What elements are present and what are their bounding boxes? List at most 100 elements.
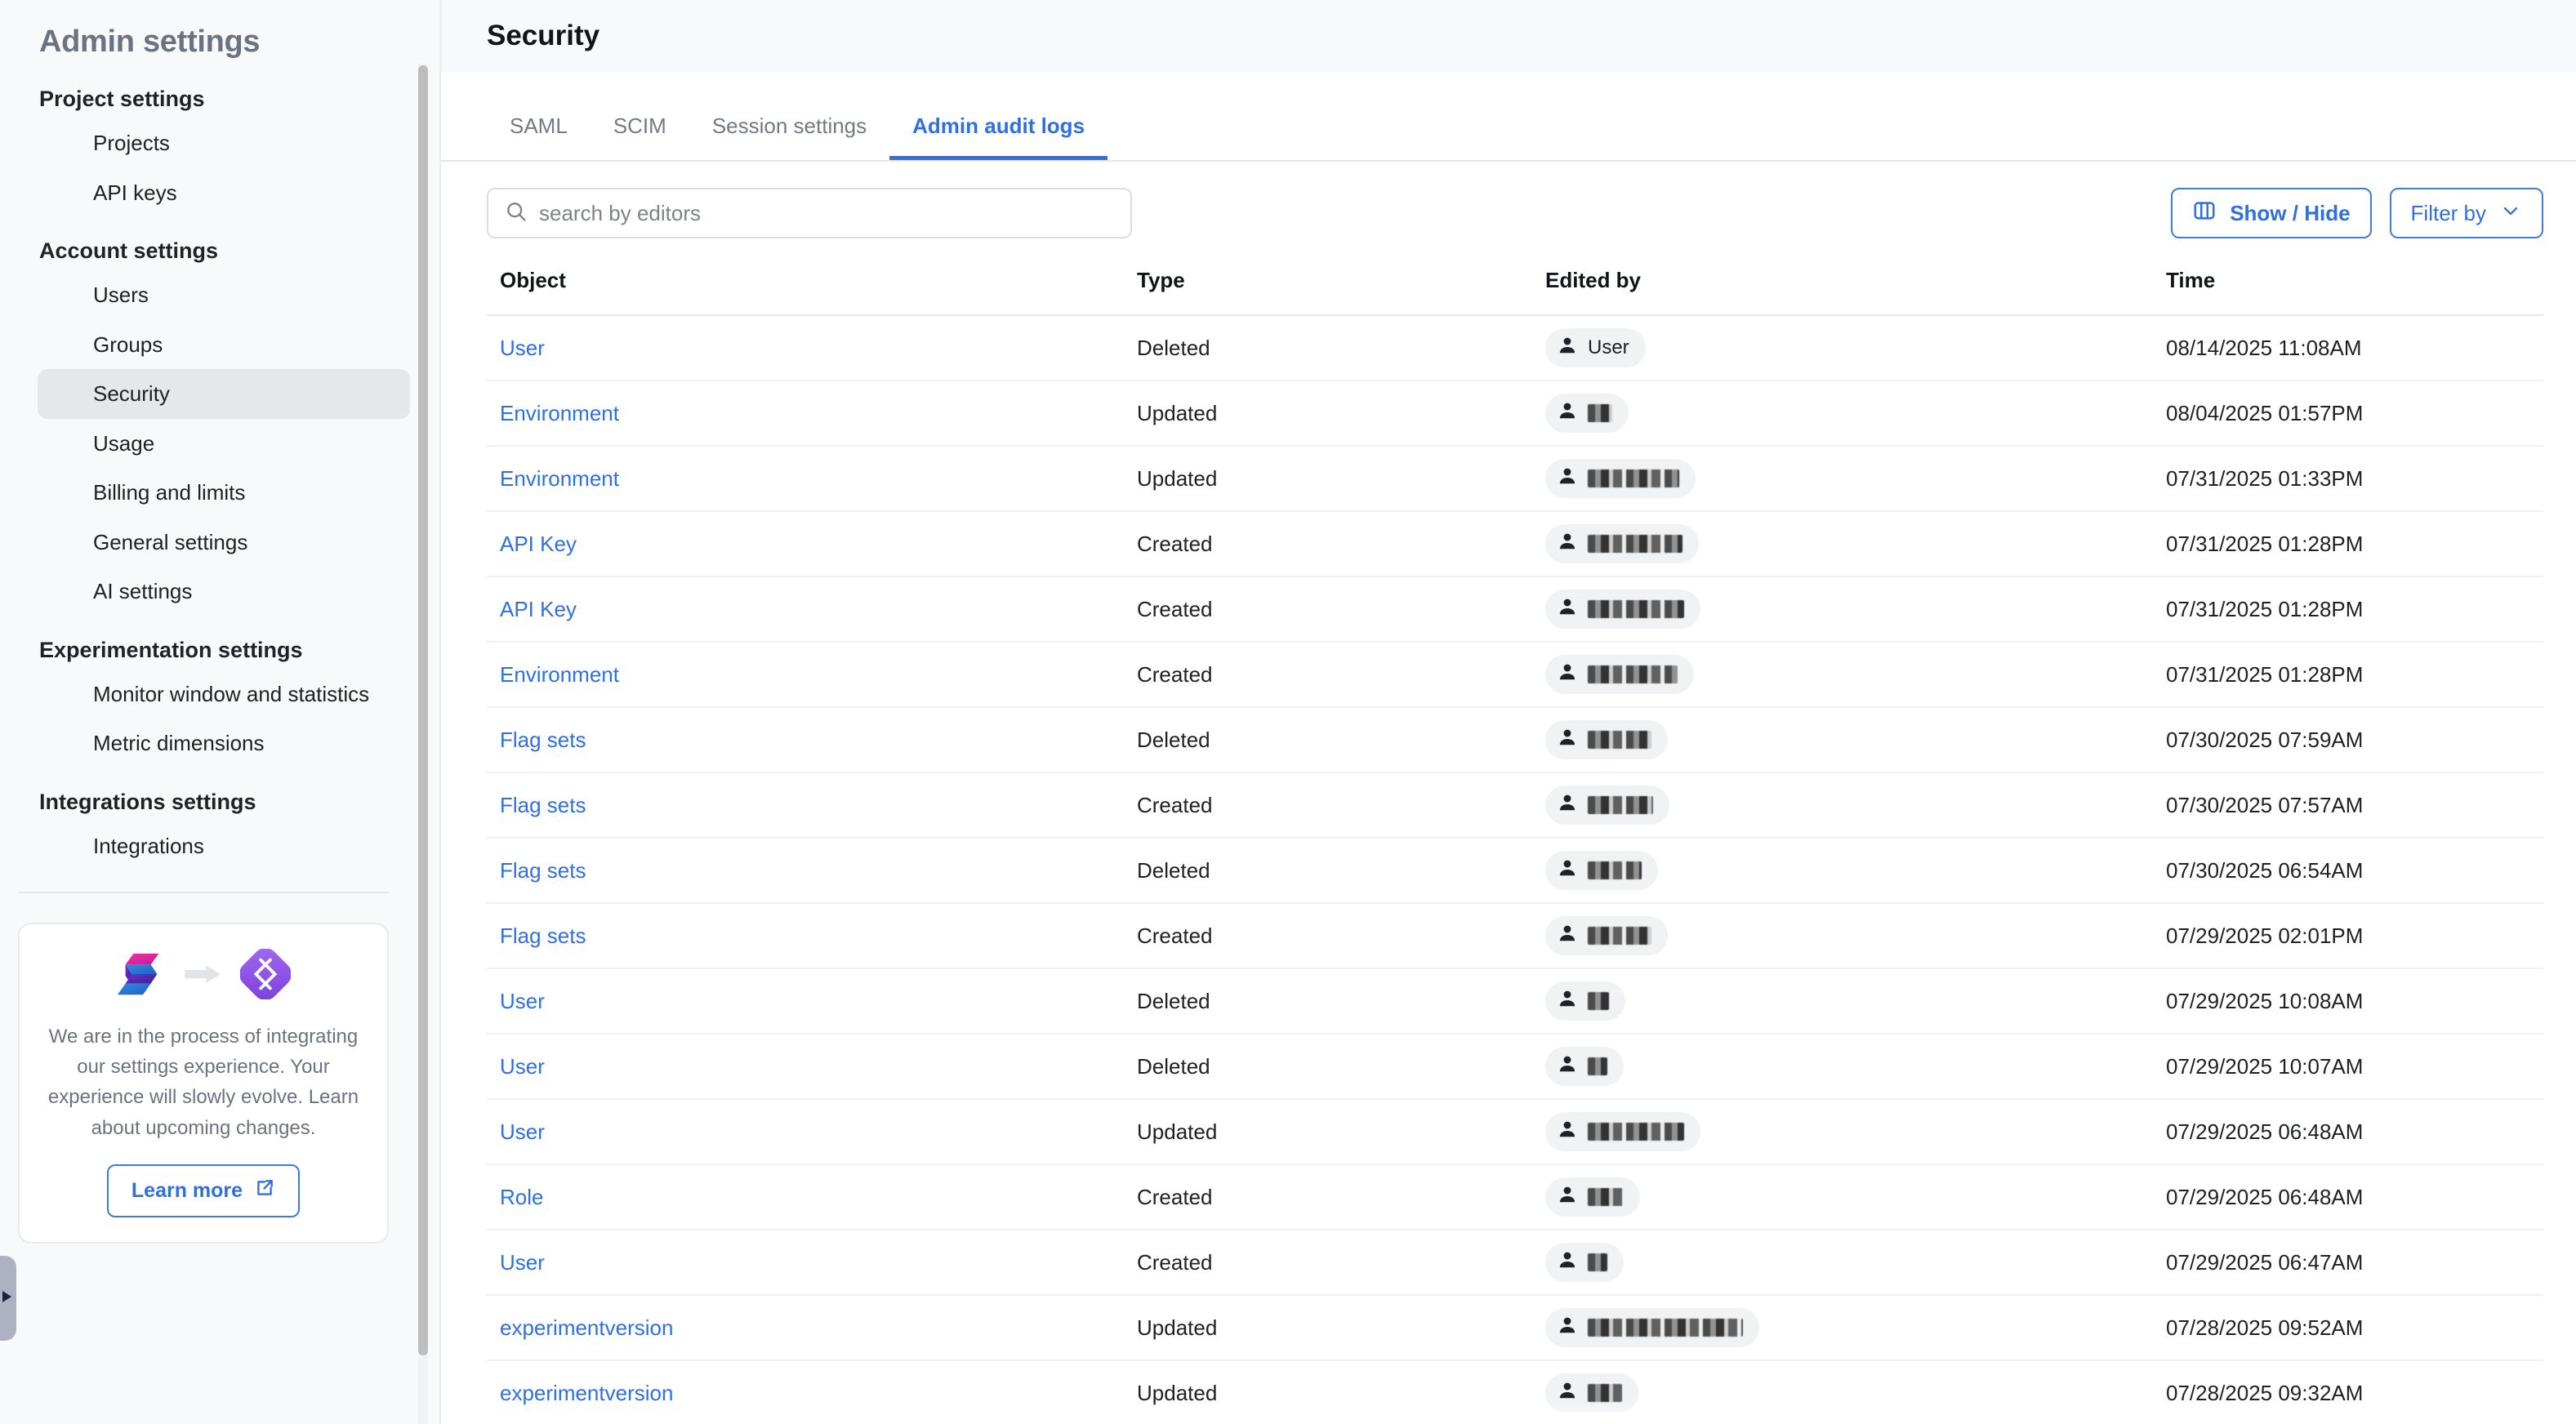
cell-edited-by bbox=[1532, 1295, 2153, 1360]
editor-chip bbox=[1545, 1308, 1759, 1347]
redacted-editor-name bbox=[1588, 731, 1651, 749]
cell-time: 07/29/2025 06:47AM bbox=[2166, 1249, 2364, 1275]
redacted-editor-name bbox=[1588, 861, 1642, 879]
tab-bar: SAML SCIM Session settings Admin audit logs bbox=[441, 72, 2576, 162]
person-icon bbox=[1557, 531, 1578, 558]
editor-chip bbox=[1545, 981, 1625, 1021]
sidebar-scrollbar-thumb[interactable] bbox=[418, 65, 428, 1355]
object-link[interactable]: Role bbox=[500, 1184, 544, 1209]
sidebar-item-billing-and-limits[interactable]: Billing and limits bbox=[93, 480, 246, 505]
toolbar-actions: Show / Hide Filter by bbox=[2171, 188, 2543, 238]
audit-log-table-wrap: Object Type Edited by Time User Deleted Us… bbox=[441, 238, 2576, 1424]
cell-edited-by bbox=[1532, 576, 2153, 642]
show-hide-columns-button[interactable]: Show / Hide bbox=[2171, 188, 2372, 238]
editor-chip bbox=[1545, 459, 1696, 498]
object-link[interactable]: Flag sets bbox=[500, 857, 586, 883]
tab-saml[interactable]: SAML bbox=[510, 113, 568, 138]
table-row: User Updated 07/29/2025 06:48AM bbox=[487, 1099, 2543, 1164]
column-header-time[interactable]: Time bbox=[2153, 260, 2543, 316]
object-link[interactable]: User bbox=[500, 988, 545, 1013]
object-link[interactable]: Flag sets bbox=[500, 923, 586, 948]
object-link[interactable]: API Key bbox=[500, 531, 577, 556]
sidebar-collapse-handle[interactable] bbox=[0, 1256, 16, 1341]
cell-time: 07/30/2025 07:57AM bbox=[2166, 792, 2364, 817]
sidebar-item-ai-settings[interactable]: AI settings bbox=[93, 579, 193, 603]
sidebar-item-users[interactable]: Users bbox=[93, 283, 149, 307]
filter-by-button[interactable]: Filter by bbox=[2389, 188, 2543, 238]
cell-object: Environment bbox=[487, 380, 1124, 446]
sidebar-item-general-settings[interactable]: General settings bbox=[93, 529, 248, 554]
cell-time: 07/31/2025 01:28PM bbox=[2166, 531, 2364, 556]
object-link[interactable]: API Key bbox=[500, 596, 577, 621]
table-header-row: Object Type Edited by Time bbox=[487, 260, 2543, 316]
sidebar-section-heading: Experimentation settings bbox=[39, 637, 303, 662]
page-title: Security bbox=[487, 20, 600, 51]
tab-admin-audit-logs[interactable]: Admin audit logs bbox=[889, 113, 1108, 160]
column-header-edited-by[interactable]: Edited by bbox=[1532, 260, 2153, 316]
table-row: Environment Updated 08/04/2025 01:57PM bbox=[487, 380, 2543, 446]
object-link[interactable]: experimentversion bbox=[500, 1315, 674, 1340]
cell-type: Created bbox=[1137, 1249, 1213, 1275]
column-header-object[interactable]: Object bbox=[487, 260, 1124, 316]
editor-chip bbox=[1545, 851, 1658, 890]
table-toolbar: Show / Hide Filter by bbox=[441, 162, 2576, 238]
cell-edited-by bbox=[1532, 838, 2153, 903]
object-link[interactable]: Environment bbox=[500, 661, 619, 687]
object-link[interactable]: experimentversion bbox=[500, 1380, 674, 1405]
person-icon bbox=[1557, 923, 1578, 950]
arrow-right-icon bbox=[185, 963, 222, 989]
redacted-editor-name bbox=[1588, 796, 1653, 814]
editor-chip bbox=[1545, 1112, 1700, 1151]
object-link[interactable]: User bbox=[500, 1119, 545, 1144]
cell-type: Deleted bbox=[1137, 1053, 1210, 1079]
person-icon bbox=[1557, 857, 1578, 884]
sidebar-item-projects[interactable]: Projects bbox=[93, 131, 170, 155]
tab-session-settings[interactable]: Session settings bbox=[711, 113, 867, 138]
filter-by-label: Filter by bbox=[2410, 200, 2486, 225]
person-icon bbox=[1557, 400, 1578, 427]
person-icon bbox=[1557, 1380, 1578, 1407]
chevron-right-icon bbox=[0, 1288, 13, 1309]
sidebar-item-monitor-window-and-statistics[interactable]: Monitor window and statistics bbox=[93, 681, 370, 706]
sidebar-section-heading: Account settings bbox=[39, 238, 219, 263]
table-row: User Deleted 07/29/2025 10:07AM bbox=[487, 1034, 2543, 1099]
redacted-editor-name bbox=[1588, 1319, 1743, 1337]
object-link[interactable]: User bbox=[500, 1053, 545, 1079]
object-link[interactable]: Environment bbox=[500, 400, 619, 425]
object-link[interactable]: Flag sets bbox=[500, 792, 586, 817]
editor-chip bbox=[1545, 720, 1668, 759]
person-icon bbox=[1557, 335, 1578, 362]
sidebar-item-security[interactable]: Security bbox=[38, 369, 410, 419]
cell-type: Created bbox=[1137, 1184, 1213, 1209]
object-link[interactable]: Flag sets bbox=[500, 727, 586, 752]
object-link[interactable]: Environment bbox=[500, 465, 619, 491]
sidebar-item-metric-dimensions[interactable]: Metric dimensions bbox=[93, 731, 265, 755]
column-header-type[interactable]: Type bbox=[1124, 260, 1532, 316]
main-content: Security SAML SCIM Session settings Admin a… bbox=[441, 0, 2576, 1424]
table-row: Flag sets Created 07/30/2025 07:57AM bbox=[487, 772, 2543, 838]
cell-edited-by bbox=[1532, 642, 2153, 707]
table-row: User Created 07/29/2025 06:47AM bbox=[487, 1230, 2543, 1295]
person-icon bbox=[1557, 1184, 1578, 1211]
cell-object: API Key bbox=[487, 576, 1124, 642]
cell-type: Updated bbox=[1137, 1315, 1218, 1340]
cell-object: Role bbox=[487, 1164, 1124, 1230]
table-row: API Key Created 07/31/2025 01:28PM bbox=[487, 576, 2543, 642]
object-link[interactable]: User bbox=[500, 335, 545, 360]
person-icon bbox=[1557, 1249, 1578, 1276]
sidebar-item-api-keys[interactable]: API keys bbox=[93, 180, 177, 205]
sidebar-item-groups[interactable]: Groups bbox=[93, 332, 163, 357]
redacted-editor-name bbox=[1588, 535, 1682, 553]
search-input[interactable] bbox=[539, 200, 1114, 226]
object-link[interactable]: User bbox=[500, 1249, 545, 1275]
sidebar-item-integrations[interactable]: Integrations bbox=[93, 833, 204, 858]
cell-edited-by bbox=[1532, 380, 2153, 446]
sidebar-item-usage[interactable]: Usage bbox=[93, 430, 155, 456]
cell-type: Updated bbox=[1137, 400, 1218, 425]
cell-type: Created bbox=[1137, 531, 1213, 556]
search-box[interactable] bbox=[487, 188, 1132, 238]
person-icon bbox=[1557, 727, 1578, 754]
tab-scim[interactable]: SCIM bbox=[613, 113, 666, 138]
learn-more-button[interactable]: Learn more bbox=[106, 1164, 301, 1217]
